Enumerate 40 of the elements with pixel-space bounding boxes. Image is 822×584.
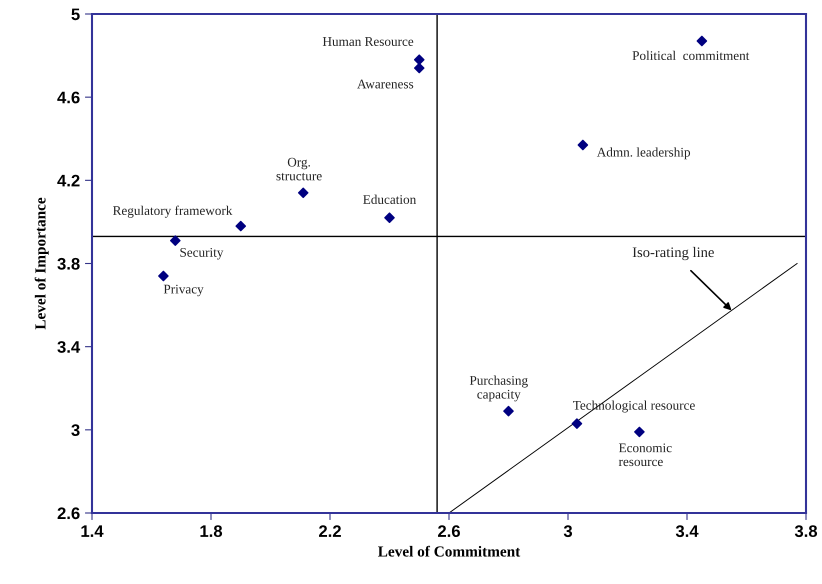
- x-axis-title: Level of Commitment: [378, 546, 520, 557]
- y-tick-label: 5: [71, 8, 80, 20]
- y-axis-title: Level of Importance: [34, 198, 49, 330]
- x-tick-label: 3.8: [794, 525, 818, 538]
- point: [578, 140, 588, 150]
- point: [572, 418, 582, 429]
- point: [384, 212, 395, 224]
- point: [503, 406, 514, 416]
- x-tick-label: 1.8: [200, 525, 222, 538]
- annotation: Admn. leadership: [596, 147, 690, 160]
- point: [298, 188, 309, 198]
- annotation: Purchasing capacity: [470, 376, 528, 402]
- point: [414, 62, 425, 74]
- y-tick-label: 3.4: [57, 341, 80, 353]
- annotation: Org. structure: [276, 158, 322, 180]
- y-tick-label: 3: [71, 424, 80, 436]
- annotation: Human Resource: [322, 37, 414, 46]
- point: [414, 54, 425, 66]
- annotation: Political commitment: [632, 50, 750, 60]
- point: [696, 36, 708, 46]
- point: [170, 235, 181, 246]
- annotation: Economic resource: [618, 443, 672, 466]
- annotation: Security: [180, 248, 224, 260]
- x-tick-label: 2.2: [318, 525, 341, 537]
- y-tick-label: 2.6: [58, 507, 80, 520]
- x-tick-label: 3: [564, 525, 572, 538]
- annotation: Education: [363, 194, 416, 204]
- point: [634, 426, 645, 438]
- point: [158, 270, 169, 282]
- y-tick-label: 4.6: [57, 92, 80, 104]
- y-tick-label: 4.2: [57, 174, 80, 186]
- y-tick-label: 3.8: [57, 258, 80, 270]
- annotation: Regulatory framework: [112, 206, 232, 218]
- annotation: Privacy: [164, 284, 204, 296]
- x-tick-label: 2.6: [438, 525, 460, 538]
- x-tick-label: 1.4: [81, 525, 104, 537]
- annotation: Iso-rating line: [632, 246, 714, 260]
- point: [235, 220, 246, 232]
- x-tick-label: 3.4: [676, 525, 698, 538]
- annotation: Awareness: [357, 80, 414, 88]
